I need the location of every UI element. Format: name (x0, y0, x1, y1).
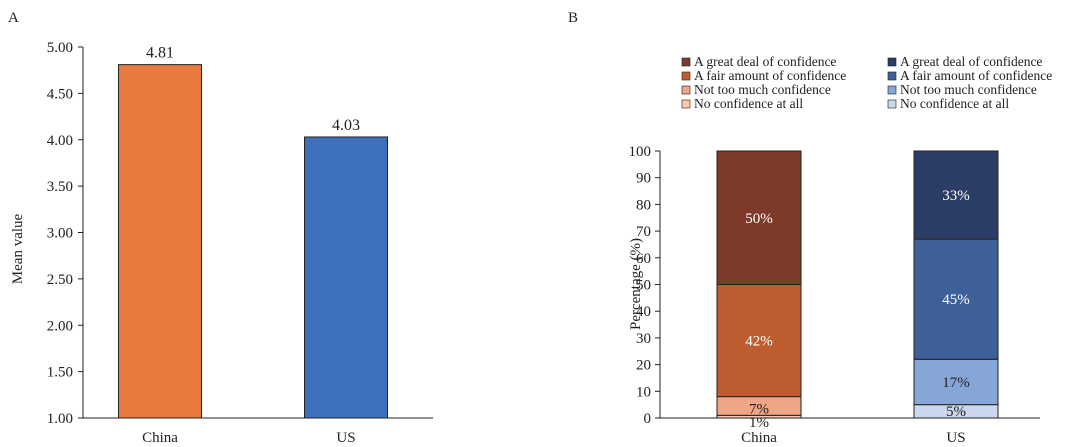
panel-a-bars: 4.81 4.03 (118, 45, 388, 419)
panel-b-segment-label: 33% (942, 188, 970, 204)
panel-b-legend-swatch (681, 99, 691, 109)
panel-b-y-ticks: 0 10 20 30 40 50 60 70 80 90 100 (629, 144, 660, 427)
panel-b-segment (913, 358, 999, 406)
panel-b-stacked-bars: 1%7% 42% 50% 5% 17% 45% 33% (716, 150, 999, 431)
panel-b-legend-entry: A great deal of confidence (694, 54, 836, 69)
panel-b-legend-swatch (681, 85, 691, 95)
panel-b-segment (913, 150, 999, 240)
panel-a-y-tick-label: 3.50 (47, 179, 73, 195)
panel-b-segment (716, 284, 802, 398)
panel-a-categories: China US (142, 430, 356, 446)
panel-b-y-tick-label: 60 (636, 251, 651, 267)
panel-a-y-tick-label: 4.00 (47, 133, 73, 149)
panel-a-label: A (8, 10, 19, 26)
panel-b-label: B (568, 10, 578, 26)
panel-b-segment (913, 238, 999, 360)
panel-b-y-tick-label: 50 (636, 278, 651, 294)
panel-b-y-tick-label: 80 (636, 197, 651, 213)
panel-b-segment-label: 5% (946, 404, 966, 420)
panel-b-y-tick-label: 10 (636, 384, 651, 400)
panel-b-y-tick-label: 70 (636, 224, 651, 240)
panel-b-y-tick-label: 0 (644, 411, 652, 427)
panel-a-y-axis-label: Mean value (10, 213, 26, 284)
panel-b-legend-entry: No confidence at all (900, 96, 1009, 111)
panel-b-legend-swatch (887, 57, 897, 67)
panel-a-y-tick-label: 2.50 (47, 272, 73, 288)
panel-b-legend-entry: Not too much confidence (694, 82, 831, 97)
panel-a-mean-value-chart: A Mean value 1.00 1.50 2.00 2.50 3.00 3.50 4.0… (8, 10, 433, 446)
panel-a-category-label: China (142, 430, 178, 446)
panel-a-y-ticks: 1.00 1.50 2.00 2.50 3.00 3.50 4.00 4.50 5.00 (47, 40, 83, 427)
panel-b-y-axis-label: Percentage (%) (628, 238, 644, 330)
panel-b-legend-entry: A fair amount of confidence (694, 68, 846, 83)
panel-a-data-label: 4.03 (332, 117, 360, 134)
panel-b-legend-entry: A fair amount of confidence (900, 68, 1052, 83)
panel-b-y-tick-label: 20 (636, 358, 651, 374)
panel-a-y-tick-label: 5.00 (47, 40, 73, 56)
panel-b-segment-label: 7% (749, 401, 769, 417)
panel-b-legend-swatch (887, 71, 897, 81)
panel-b-segment-label: 42% (745, 334, 773, 350)
panel-b-legend-entry: Not too much confidence (900, 82, 1037, 97)
panel-b-segment-label: 17% (942, 375, 970, 391)
panel-b-y-tick-label: 90 (636, 171, 651, 187)
panel-b-legend-swatch (681, 71, 691, 81)
panel-b-categories: China US (741, 430, 966, 446)
panel-a-data-label: 4.81 (146, 45, 174, 62)
panel-a-bar-china (118, 64, 202, 419)
panel-b-y-tick-label: 40 (636, 304, 651, 320)
panel-a-y-tick-label: 1.00 (47, 411, 73, 427)
panel-b-legend-swatch (681, 57, 691, 67)
panel-b-y-tick-label: 100 (629, 144, 652, 160)
panel-b-legend-swatch (887, 85, 897, 95)
panel-b-segment-label: 45% (942, 292, 970, 308)
panel-b-percentage-chart: B A great deal of confidence A great deal… (568, 10, 1052, 446)
panel-a-category-label: US (336, 430, 355, 446)
panel-b-legend-swatch (887, 99, 897, 109)
panel-b-segment (716, 150, 802, 285)
panel-a-y-tick-label: 4.50 (47, 86, 73, 102)
panel-b-segment-label: 50% (745, 211, 773, 227)
panel-a-bar-us (304, 136, 388, 419)
panel-b-legend: A great deal of confidence A great deal o… (681, 54, 1052, 111)
panel-b-legend-entry: No confidence at all (694, 96, 803, 111)
panel-b-y-tick-label: 30 (636, 331, 651, 347)
panel-b-category-label: US (946, 430, 965, 446)
panel-b-segment-label: 1% (749, 415, 769, 431)
panel-a-y-tick-label: 2.00 (47, 318, 73, 334)
panel-a-y-tick-label: 3.00 (47, 226, 73, 242)
panel-a-y-tick-label: 1.50 (47, 365, 73, 381)
panel-b-category-label: China (741, 430, 777, 446)
panel-b-legend-entry: A great deal of confidence (900, 54, 1042, 69)
